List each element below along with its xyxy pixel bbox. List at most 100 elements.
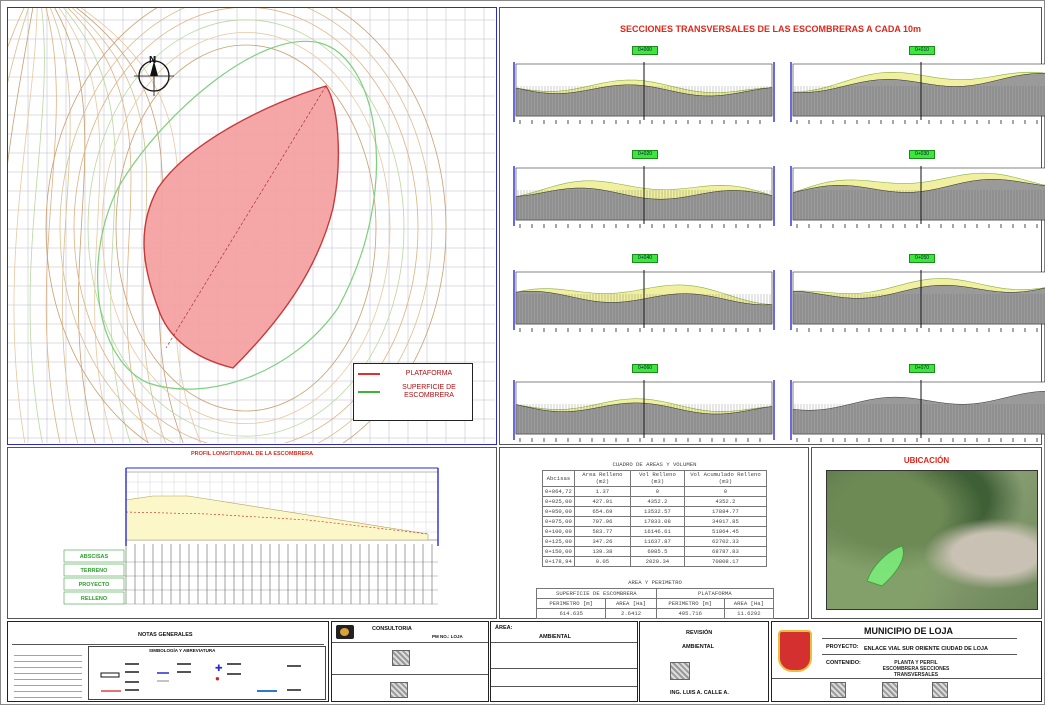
table-cell: 0 bbox=[683, 485, 768, 497]
notes-block: NOTAS GENERALES SIMBOLOGÍA Y ABREVIATURA… bbox=[7, 621, 329, 702]
area-label: ÁREA: bbox=[495, 625, 513, 631]
profile-title: PROFIL LONGITUDINAL DE LA ESCOMBRERA bbox=[190, 451, 314, 457]
section-chart bbox=[790, 380, 1045, 442]
signature-stamp-3 bbox=[830, 682, 846, 698]
table-cell: 1.37 bbox=[573, 485, 631, 497]
section-label: 0+020 bbox=[632, 150, 658, 159]
revision-label: REVISIÓN bbox=[686, 630, 713, 636]
project-value: ENLACE VIAL SUR ORIENTE CIUDAD DE LOJA bbox=[864, 646, 988, 652]
table-cell: 68787.83 bbox=[683, 545, 768, 557]
simbology-box: SIMBOLOGÍA Y ABREVIATURA ✚ ● bbox=[88, 646, 326, 700]
table-cell: 427.91 bbox=[573, 495, 631, 507]
revision-stamp bbox=[670, 662, 690, 680]
section-label: 0+000 bbox=[632, 46, 658, 55]
volume-table-header: Abcisas bbox=[542, 469, 575, 487]
section-label: 0+010 bbox=[909, 46, 935, 55]
area-block: ÁREA: AMBIENTAL bbox=[490, 621, 638, 702]
notes-title: NOTAS GENERALES bbox=[138, 632, 193, 638]
table-cell: 17033.08 bbox=[629, 515, 685, 527]
legend-label: PLATAFORMA bbox=[405, 370, 453, 377]
table-cell: 654.69 bbox=[573, 505, 631, 517]
table-row: 0+025,00 427.91 4352.2 4352.2 bbox=[542, 495, 768, 507]
area-value: AMBIENTAL bbox=[539, 634, 571, 640]
notes-divider bbox=[12, 644, 324, 645]
tables-panel: CUADRO DE AREAS Y VOLUMEN Abcisas Area Re… bbox=[499, 447, 809, 619]
location-title: UBICACIÓN bbox=[903, 456, 950, 465]
cross-section-0+010: 0+010 bbox=[787, 46, 1045, 138]
municipio-seal-icon bbox=[778, 630, 812, 672]
cross-section-0+020: 0+020 bbox=[510, 150, 780, 242]
north-arrow-icon bbox=[134, 56, 174, 96]
consultoria-divider bbox=[332, 642, 488, 643]
reviewer-name: ING. LUIS A. CALLE A. bbox=[670, 690, 729, 696]
area-table-title: AREA Y PERIMETRO bbox=[628, 579, 682, 587]
volume-table: CUADRO DE AREAS Y VOLUMEN Abcisas Area Re… bbox=[542, 460, 768, 567]
signature-stamp-4 bbox=[882, 682, 898, 698]
profile-row-label: RELLENO bbox=[81, 596, 108, 602]
table-cell: 0+075,00 bbox=[542, 515, 575, 527]
table-cell: 4352.2 bbox=[683, 495, 768, 507]
section-label: 0+070 bbox=[909, 364, 935, 373]
table-row: 0+150,00 139.38 6085.5 68787.83 bbox=[542, 545, 768, 557]
section-chart bbox=[790, 62, 1045, 124]
volume-table-title: CUADRO DE AREAS Y VOLUMEN bbox=[612, 461, 697, 469]
legend-label: SUPERFICIE DE ESCOMBRERA bbox=[402, 384, 456, 399]
project-label: PROYECTO: bbox=[826, 644, 859, 650]
location-highlight bbox=[866, 545, 904, 587]
section-label: 0+050 bbox=[909, 254, 935, 263]
section-label: 0+060 bbox=[632, 364, 658, 373]
longitudinal-profile-panel: PROFIL LONGITUDINAL DE LA ESCOMBRERA ABS… bbox=[7, 447, 497, 619]
revision-block: REVISIÓN AMBIENTAL ING. LUIS A. CALLE A. bbox=[639, 621, 769, 702]
section-chart bbox=[513, 62, 775, 124]
table-row: 0+064,72 1.37 0 0 bbox=[542, 485, 768, 497]
volume-table-header: Vol Relleno (m3) bbox=[629, 469, 685, 487]
profile-row-label: ABSCISAS bbox=[80, 554, 109, 560]
table-cell: 70808.17 bbox=[683, 555, 768, 567]
table-cell: 0+100,00 bbox=[542, 525, 575, 537]
sections-title: SECCIONES TRANSVERSALES DE LAS ESCOMBRER… bbox=[619, 24, 922, 34]
profile-row-label: PROYECTO bbox=[79, 582, 110, 588]
table-cell: 139.38 bbox=[573, 545, 631, 557]
section-chart bbox=[513, 380, 775, 442]
area-table-cell: 2.6412 bbox=[605, 607, 657, 619]
cross-section-0+040: 0+040 bbox=[510, 254, 780, 346]
area-group-escombrera: SUPERFICIE DE ESCOMBRERA bbox=[536, 587, 657, 599]
table-cell: 51064.45 bbox=[683, 525, 768, 537]
table-cell: 0+125,00 bbox=[542, 535, 575, 547]
table-cell: 0 bbox=[629, 485, 685, 497]
area-divider bbox=[491, 642, 637, 643]
section-chart bbox=[513, 270, 775, 332]
area-table-header: AREA [Ha] bbox=[605, 597, 657, 609]
table-cell: 4352.2 bbox=[629, 495, 685, 507]
consultoria-label: CONSULTORIA bbox=[372, 626, 412, 632]
area-table-cell: 614.635 bbox=[535, 607, 607, 619]
consultoria-block: CONSULTORIA PM NO.: LOJA bbox=[331, 621, 489, 702]
section-label: 0+030 bbox=[909, 150, 935, 159]
location-aerial-image bbox=[826, 470, 1038, 610]
municipio-divider-2 bbox=[822, 654, 1017, 655]
table-cell: 583.77 bbox=[573, 525, 631, 537]
map-legend: PLATAFORMA SUPERFICIE DE ESCOMBRERA bbox=[353, 363, 473, 421]
consultoria-logo-icon bbox=[336, 625, 354, 639]
profile-row-label: TERRENO bbox=[81, 568, 109, 574]
table-cell: 11637.87 bbox=[629, 535, 685, 547]
cross-section-0+050: 0+050 bbox=[787, 254, 1045, 346]
table-cell: 16146.61 bbox=[629, 525, 685, 537]
profile-drawing: ABSCISAS TERRENO PROYECTO RELLENO bbox=[63, 467, 439, 605]
section-label: 0+040 bbox=[632, 254, 658, 263]
table-row: 0+178,94 0.05 2020.34 70808.17 bbox=[542, 555, 768, 567]
area-divider-3 bbox=[491, 686, 637, 687]
area-table-header: PERIMETRO [m] bbox=[535, 597, 607, 609]
table-cell: 347.26 bbox=[573, 535, 631, 547]
section-chart bbox=[790, 166, 1045, 228]
area-table-cell: 495.716 bbox=[655, 607, 725, 619]
legend-item-superficie: SUPERFICIE DE ESCOMBRERA bbox=[354, 384, 472, 400]
table-cell: 0+150,00 bbox=[542, 545, 575, 557]
table-row: 0+075,00 707.96 17033.08 34917.85 bbox=[542, 515, 768, 527]
municipio-divider bbox=[822, 638, 1017, 639]
consultoria-sub: PM NO.: LOJA bbox=[432, 634, 463, 639]
escombrera-surface-outline bbox=[97, 40, 378, 390]
section-chart bbox=[513, 166, 775, 228]
profile-axis bbox=[165, 85, 327, 349]
